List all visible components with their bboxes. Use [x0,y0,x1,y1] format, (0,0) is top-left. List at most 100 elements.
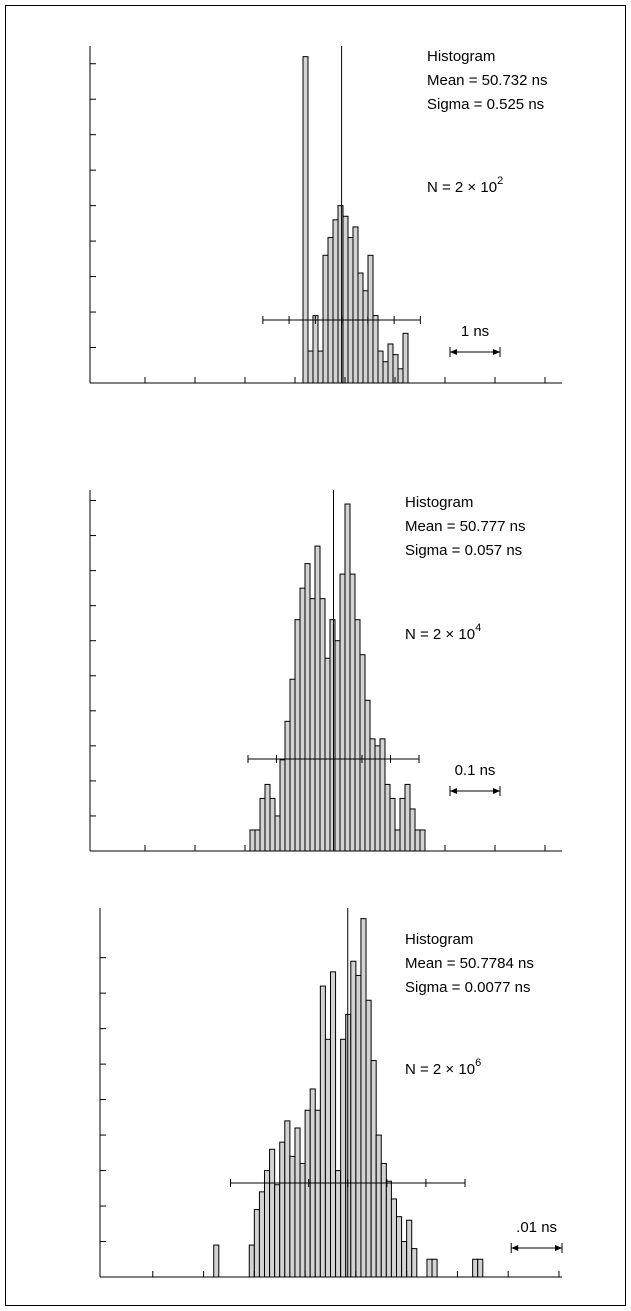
histogram-bar [314,545,321,852]
histogram-bar [213,1244,220,1278]
histogram-bar [248,1244,255,1278]
histogram-bar [414,829,421,852]
histogram-bar [389,797,396,852]
histogram-bar [355,974,362,1278]
histogram-bar [299,1162,306,1278]
histogram-bar [344,503,351,852]
histogram-bar [380,1162,387,1278]
histogram-bar [284,720,291,852]
scale-label: 1 ns [461,323,489,340]
histogram-bar [374,745,381,852]
histogram-bar [329,971,337,1278]
histogram-bar [345,1013,352,1278]
histogram-bar [359,654,366,852]
scale-arrow [555,1245,562,1251]
mean-label: Mean = 50.777 ns [405,518,526,535]
histogram-bar [347,237,354,384]
n-label: N = 2 × 106 [405,1057,481,1078]
scale-arrow [450,788,457,794]
histogram-bar [340,1038,347,1278]
sigma-label: Sigma = 0.057 ns [405,542,522,559]
mean-label: Mean = 50.732 ns [427,72,548,89]
n-label: N = 2 × 104 [405,622,481,643]
sigma-label: Sigma = 0.0077 ns [405,979,531,996]
histogram-bar [401,1241,408,1278]
histogram-bar [274,815,281,852]
histogram-bar [399,797,406,852]
histogram-bar [263,1170,271,1278]
histogram-bar [406,1219,413,1278]
histogram-bar [319,598,326,852]
histogram-bar [411,1248,418,1278]
histogram-bar [264,783,271,852]
histogram-bar [402,332,409,384]
scale-label: 0.1 ns [455,762,496,779]
histogram-bar [357,272,364,384]
histogram-bar [426,1258,433,1278]
histogram-bar [327,237,334,384]
histogram-bar [302,56,309,384]
histogram-bar [332,219,339,384]
histogram-bar [249,829,256,852]
histogram-bar [259,797,266,852]
title: Histogram [427,48,495,65]
histogram-bar [289,678,296,852]
histogram-bar [279,1141,286,1278]
histogram-bar [324,1038,331,1278]
histogram-bar [284,1120,291,1278]
histogram-bar [394,829,401,852]
histogram-bar [304,1109,311,1278]
scale-arrow [511,1245,519,1251]
n-text: N = 2 × 10 [405,1061,475,1078]
histogram-bar [377,350,384,384]
histogram-bar [390,1198,397,1278]
n-exponent: 6 [475,1057,481,1069]
histogram-bar [367,254,374,384]
histogram-bar [294,1127,301,1278]
histogram-bar [365,999,372,1278]
histogram-bar [375,1134,382,1278]
histogram-bar [319,985,326,1278]
histogram-bar [369,738,376,852]
histogram-bar [360,918,367,1278]
histogram-bar [404,783,411,852]
histogram-bar [339,573,346,852]
histogram-bar [352,226,359,384]
histogram-bar [274,1184,281,1278]
histogram-bar [385,1180,392,1278]
histogram-bar [314,1109,321,1278]
mean-label: Mean = 50.7784 ns [405,955,534,972]
title: Histogram [405,931,473,948]
histogram-bar [472,1258,479,1278]
histogram-bar [253,1209,260,1278]
scale-arrow [493,349,500,355]
histogram-bar [431,1258,438,1278]
histogram-bar [397,368,404,384]
scale-arrow [493,788,500,794]
n-exponent: 2 [497,175,503,187]
histogram-bar [349,573,356,852]
histogram-bar [387,343,394,384]
histogram-bar [379,738,386,852]
histogram-bar [362,290,369,384]
histogram-bar [334,640,341,852]
histogram-bar [395,1216,403,1278]
frame [5,5,626,1306]
histogram-bar [342,215,349,384]
histogram-bar [269,1148,276,1278]
histogram-bar [372,315,379,384]
histogram-bar [309,598,316,852]
histogram-bar [350,960,357,1278]
histogram-bar [258,1191,265,1278]
histogram-bar [317,350,324,384]
histogram-bar [279,759,286,852]
histogram-bar [354,619,361,852]
scale-label: .01 ns [516,1219,557,1236]
histogram-bar [312,315,319,384]
n-text: N = 2 × 10 [427,179,497,196]
sigma-label: Sigma = 0.525 ns [427,96,544,113]
histogram-bar [307,350,314,384]
histogram-bar [304,563,311,852]
histogram-bar [382,361,389,384]
